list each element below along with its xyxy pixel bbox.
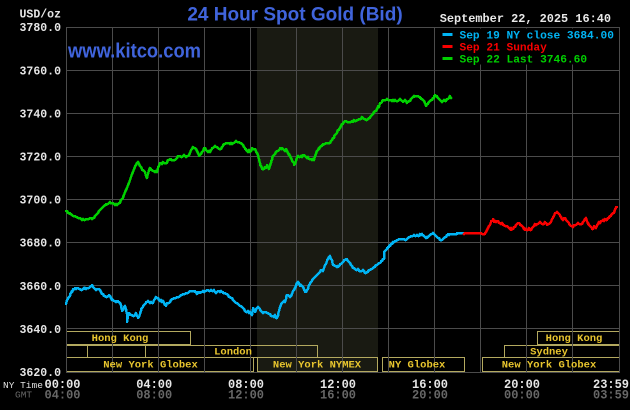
svg-text:USD/oz: USD/oz: [20, 8, 62, 22]
svg-text:3760.0: 3760.0: [20, 64, 62, 78]
svg-text:NY Globex: NY Globex: [389, 360, 446, 372]
svg-text:3620.0: 3620.0: [20, 366, 62, 380]
svg-text:New York NYMEX: New York NYMEX: [273, 360, 362, 372]
svg-text:New York Globex: New York Globex: [502, 360, 597, 372]
svg-text:New York Globex: New York Globex: [103, 360, 198, 372]
svg-text:3680.0: 3680.0: [20, 237, 62, 251]
svg-text:3740.0: 3740.0: [20, 107, 62, 121]
svg-text:12:00: 12:00: [228, 388, 264, 403]
svg-text:3780.0: 3780.0: [20, 21, 62, 35]
svg-text:Sep 19 NY close 3684.00: Sep 19 NY close 3684.00: [460, 31, 615, 43]
svg-text:Sep 22 Last 3746.60: Sep 22 Last 3746.60: [460, 54, 588, 66]
svg-text:3700.0: 3700.0: [20, 194, 62, 208]
svg-text:04:00: 04:00: [45, 388, 81, 403]
svg-text:3640.0: 3640.0: [20, 323, 62, 337]
svg-text:00:00: 00:00: [504, 388, 540, 403]
svg-text:16:00: 16:00: [320, 388, 356, 403]
svg-text:September 22, 2025 16:40: September 22, 2025 16:40: [440, 12, 611, 26]
svg-text:04:00: 04:00: [136, 377, 172, 392]
svg-text:12:00: 12:00: [320, 377, 356, 392]
svg-text:NY Time: NY Time: [3, 380, 43, 391]
svg-text:03:59: 03:59: [593, 388, 629, 403]
svg-text:www.kitco.com: www.kitco.com: [67, 41, 201, 63]
svg-text:Sydney: Sydney: [530, 347, 569, 359]
svg-text:3720.0: 3720.0: [20, 151, 62, 165]
svg-text:Hong Kong: Hong Kong: [546, 333, 603, 345]
svg-text:00:00: 00:00: [45, 377, 81, 392]
svg-text:24 Hour Spot Gold (Bid): 24 Hour Spot Gold (Bid): [187, 5, 402, 26]
svg-text:London: London: [214, 347, 252, 359]
svg-text:16:00: 16:00: [412, 377, 448, 392]
svg-text:Hong Kong: Hong Kong: [92, 333, 149, 345]
svg-text:23:59: 23:59: [593, 377, 629, 392]
svg-text:20:00: 20:00: [412, 388, 448, 403]
svg-text:3660.0: 3660.0: [20, 280, 62, 294]
svg-text:20:00: 20:00: [504, 377, 540, 392]
svg-text:08:00: 08:00: [228, 377, 264, 392]
svg-text:08:00: 08:00: [136, 388, 172, 403]
svg-text:GMT: GMT: [15, 390, 32, 401]
svg-text:Sep 21 Sunday: Sep 21 Sunday: [460, 43, 548, 55]
